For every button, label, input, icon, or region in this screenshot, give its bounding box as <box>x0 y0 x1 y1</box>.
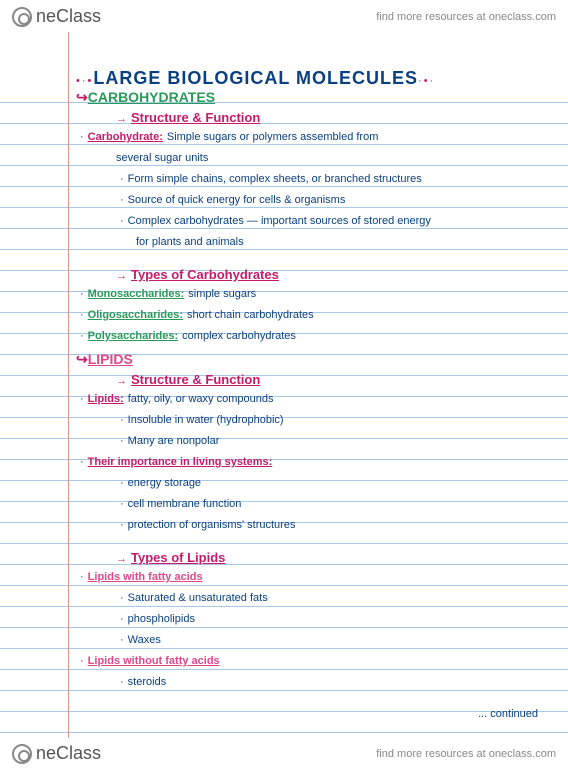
carbs-heading: CARBOHYDRATES <box>88 89 215 105</box>
lipid-def-text: fatty, oily, or waxy compounds <box>128 393 274 405</box>
logo-circle-icon <box>12 744 32 764</box>
oligo: ·Oligosaccharides: short chain carbohydr… <box>76 309 548 330</box>
mono-term: Monosaccharides: <box>88 288 185 300</box>
lipids-sf: → Structure & Function <box>76 372 548 393</box>
mono-def: simple sugars <box>188 288 256 300</box>
page-title: LARGE BIOLOGICAL MOLECULES <box>93 68 418 89</box>
carbs-types-label: Types of Carbohydrates <box>131 267 279 282</box>
carbs-sf-label: Structure & Function <box>131 110 260 125</box>
title-row: •·• LARGE BIOLOGICAL MOLECULES ·•· <box>76 68 548 89</box>
lipid-i1-text: energy storage <box>128 477 201 489</box>
lipid-b1: ·Insoluble in water (hydrophobic) <box>76 414 548 435</box>
lipid-imp: ·Their importance in living systems: <box>76 456 548 477</box>
arrow-icon: → <box>116 375 127 387</box>
lipid-term: Lipids: <box>88 393 124 405</box>
lipid-nofa: ·Lipids without fatty acids <box>76 655 548 676</box>
section-lipids: ↪ LIPIDS <box>76 351 548 372</box>
lipid-b2: ·Many are nonpolar <box>76 435 548 456</box>
arrow-icon: → <box>116 113 127 125</box>
arrow-icon: → <box>116 553 127 565</box>
lipid-nofa-term: Lipids without fatty acids <box>88 655 220 667</box>
logo-text: neClass <box>36 6 101 27</box>
lipid-nofa1: ·steroids <box>76 676 548 697</box>
carb-b3: ·Complex carbohydrates — important sourc… <box>76 215 548 236</box>
carb-b3c: for plants and animals <box>76 236 548 257</box>
lipid-nofa1-text: steroids <box>128 676 167 688</box>
footer-bar: neClass find more resources at oneclass.… <box>0 737 568 770</box>
carb-b3-text: Complex carbohydrates — important source… <box>128 215 431 227</box>
arrow-icon: → <box>116 270 127 282</box>
lipid-fa1: ·Saturated & unsaturated fats <box>76 592 548 613</box>
lipids-types-label: Types of Lipids <box>131 550 225 565</box>
title-dots-right: ·•· <box>418 75 435 87</box>
carbs-types: → Types of Carbohydrates <box>76 267 548 288</box>
continued-note: ... continued <box>478 708 538 720</box>
carb-def: ·Carbohydrate: Simple sugars or polymers… <box>76 131 548 152</box>
title-dots-left: •·• <box>76 75 93 87</box>
carb-b1-text: Form simple chains, complex sheets, or b… <box>128 173 422 185</box>
lipids-types: → Types of Lipids <box>76 550 548 571</box>
carb-b1: ·Form simple chains, complex sheets, or … <box>76 173 548 194</box>
carb-b2-text: Source of quick energy for cells & organ… <box>128 194 346 206</box>
logo-circle-icon <box>12 7 32 27</box>
lipid-i2: ·cell membrane function <box>76 498 548 519</box>
lipid-fa3-text: Waxes <box>128 634 161 646</box>
poly: ·Polysaccharides: complex carbohydrates <box>76 330 548 351</box>
oligo-term: Oligosaccharides: <box>88 309 183 321</box>
lipid-b1-text: Insoluble in water (hydrophobic) <box>128 414 284 426</box>
notebook-page: •·• LARGE BIOLOGICAL MOLECULES ·•· ↪ CAR… <box>0 32 568 738</box>
loop-icon: ↪ <box>76 89 88 106</box>
carb-b2: ·Source of quick energy for cells & orga… <box>76 194 548 215</box>
carbs-sf: → Structure & Function <box>76 110 548 131</box>
logo-bottom: neClass <box>12 743 101 764</box>
find-more-bottom: find more resources at oneclass.com <box>376 748 556 760</box>
lipid-i3: ·protection of organisms' structures <box>76 519 548 540</box>
carb-b3c-text: for plants and animals <box>136 236 244 248</box>
poly-term: Polysaccharides: <box>88 330 179 342</box>
lipid-fa1-text: Saturated & unsaturated fats <box>128 592 268 604</box>
find-more-top: find more resources at oneclass.com <box>376 11 556 23</box>
mono: ·Monosaccharides: simple sugars <box>76 288 548 309</box>
lipid-i3-text: protection of organisms' structures <box>128 519 296 531</box>
lipid-i1: ·energy storage <box>76 477 548 498</box>
lipid-fa: ·Lipids with fatty acids <box>76 571 548 592</box>
lipid-fa2: ·phospholipids <box>76 613 548 634</box>
carb-def2: several sugar units <box>76 152 548 173</box>
notes-content: •·• LARGE BIOLOGICAL MOLECULES ·•· ↪ CAR… <box>76 68 548 697</box>
header-bar: neClass find more resources at oneclass.… <box>0 0 568 33</box>
logo-text: neClass <box>36 743 101 764</box>
lipid-def: ·Lipids: fatty, oily, or waxy compounds <box>76 393 548 414</box>
lipid-fa-term: Lipids with fatty acids <box>88 571 203 583</box>
carb-term: Carbohydrate: <box>88 131 163 143</box>
lipid-i2-text: cell membrane function <box>128 498 242 510</box>
carb-def-text: Simple sugars or polymers assembled from <box>167 131 379 143</box>
lipid-b2-text: Many are nonpolar <box>128 435 220 447</box>
lipid-fa2-text: phospholipids <box>128 613 195 625</box>
margin-line <box>68 32 69 738</box>
lipid-imp-term: Their importance in living systems: <box>88 456 273 468</box>
carb-def2-text: several sugar units <box>116 152 208 164</box>
lipid-fa3: ·Waxes <box>76 634 548 655</box>
lipids-sf-label: Structure & Function <box>131 372 260 387</box>
section-carbs: ↪ CARBOHYDRATES <box>76 89 548 110</box>
logo-top: neClass <box>12 6 101 27</box>
loop-icon: ↪ <box>76 351 88 368</box>
lipids-heading: LIPIDS <box>88 351 133 367</box>
oligo-def: short chain carbohydrates <box>187 309 314 321</box>
poly-def: complex carbohydrates <box>182 330 296 342</box>
